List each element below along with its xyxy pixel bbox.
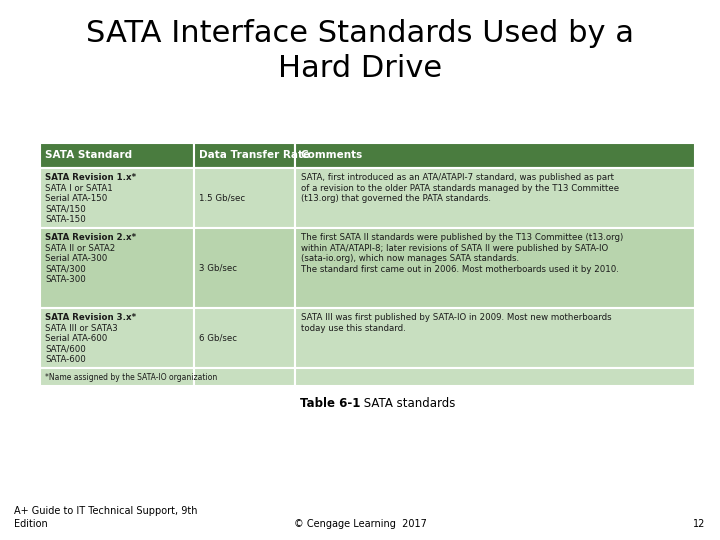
Bar [295,228,695,308]
Text: Table 6-1: Table 6-1 [300,397,360,410]
Text: SATA-600: SATA-600 [45,355,86,364]
Text: Data Transfer Rate: Data Transfer Rate [199,151,310,160]
Bar [194,228,295,308]
Text: SATA Interface Standards Used by a
Hard Drive: SATA Interface Standards Used by a Hard … [86,19,634,83]
Text: SATA/600: SATA/600 [45,345,86,354]
Bar [295,168,695,228]
Text: SATA I or SATA1: SATA I or SATA1 [45,184,113,193]
Bar [40,368,194,386]
Bar [295,143,695,168]
Text: Serial ATA-300: Serial ATA-300 [45,254,107,264]
Bar [194,168,295,228]
Text: 6 Gb/sec: 6 Gb/sec [199,333,238,342]
Text: *Name assigned by the SATA-IO organization: *Name assigned by the SATA-IO organizati… [45,373,217,381]
Text: (t13.org) that governed the PATA standards.: (t13.org) that governed the PATA standar… [301,194,491,203]
Text: SATA II or SATA2: SATA II or SATA2 [45,244,116,253]
Bar [295,368,695,386]
Bar [194,308,295,368]
Bar [40,168,194,228]
Bar [40,143,194,168]
Text: SATA III or SATA3: SATA III or SATA3 [45,323,118,333]
Text: Serial ATA-600: Serial ATA-600 [45,334,107,343]
Text: SATA, first introduced as an ATA/ATAPI-7 standard, was published as part: SATA, first introduced as an ATA/ATAPI-7… [301,173,614,182]
Text: © Cengage Learning  2017: © Cengage Learning 2017 [294,519,426,529]
Text: SATA-150: SATA-150 [45,215,86,224]
Text: within ATA/ATAPI-8; later revisions of SATA II were published by SATA-IO: within ATA/ATAPI-8; later revisions of S… [301,244,608,253]
Text: Comments: Comments [301,151,363,160]
Text: 1.5 Gb/sec: 1.5 Gb/sec [199,193,246,202]
Text: 3 Gb/sec: 3 Gb/sec [199,264,238,272]
Text: SATA Revision 1.x*: SATA Revision 1.x* [45,173,137,182]
Bar [295,308,695,368]
Bar [194,368,295,386]
Text: SATA Standard: SATA Standard [45,151,132,160]
Text: SATA/150: SATA/150 [45,205,86,214]
Text: A+ Guide to IT Technical Support, 9th
Edition: A+ Guide to IT Technical Support, 9th Ed… [14,506,198,529]
Text: SATA Revision 2.x*: SATA Revision 2.x* [45,233,137,242]
Bar [40,228,194,308]
Bar [194,143,295,168]
Text: 12: 12 [693,519,706,529]
Text: SATA/300: SATA/300 [45,265,86,274]
Text: SATA-300: SATA-300 [45,275,86,285]
Text: The first SATA II standards were published by the T13 Committee (t13.org): The first SATA II standards were publish… [301,233,623,242]
Text: SATA Revision 3.x*: SATA Revision 3.x* [45,313,137,322]
Text: SATA III was first published by SATA-IO in 2009. Most new motherboards: SATA III was first published by SATA-IO … [301,313,611,322]
Bar [40,308,194,368]
Text: of a revision to the older PATA standards managed by the T13 Committee: of a revision to the older PATA standard… [301,184,619,193]
Text: SATA standards: SATA standards [360,397,455,410]
Text: The standard first came out in 2006. Most motherboards used it by 2010.: The standard first came out in 2006. Mos… [301,265,618,274]
Text: today use this standard.: today use this standard. [301,323,405,333]
Text: (sata-io.org), which now manages SATA standards.: (sata-io.org), which now manages SATA st… [301,254,519,264]
Text: Serial ATA-150: Serial ATA-150 [45,194,107,203]
